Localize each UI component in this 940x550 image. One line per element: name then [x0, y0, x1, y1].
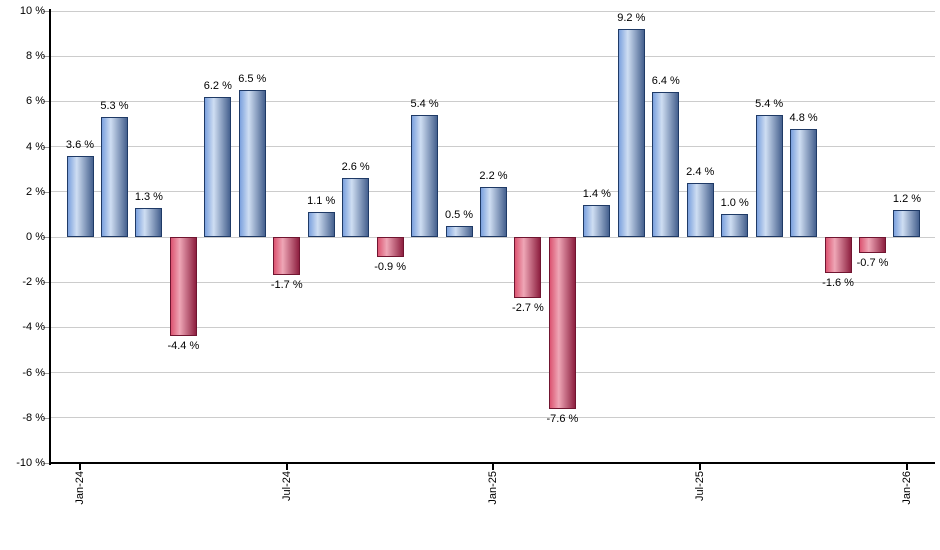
bar-month-17 [652, 92, 680, 237]
y-gridline [49, 326, 935, 328]
y-axis-tick [43, 146, 50, 148]
x-axis-tick-label: Jan-26 [900, 471, 913, 505]
y-axis-tick-label: 10 % [19, 5, 45, 17]
bar-month-13 [514, 237, 542, 299]
bar-month-22 [824, 237, 852, 274]
bar-month-5 [238, 90, 266, 237]
bar-value-label: 2.4 % [686, 165, 715, 178]
bar-value-label: 3.6 % [65, 138, 95, 151]
bar-month-19 [721, 214, 749, 237]
y-gridline [49, 55, 935, 57]
bar-month-3 [169, 237, 197, 337]
x-axis-tick-label: Jan-25 [487, 471, 500, 505]
bar-value-label: 6.4 % [651, 75, 680, 88]
bar-month-1 [100, 117, 128, 237]
bar-value-label: 6.5 % [238, 73, 267, 86]
y-axis-tick [43, 101, 50, 103]
bar-month-15 [583, 205, 611, 237]
bar-value-label: 5.4 % [755, 97, 784, 110]
y-axis-tick [43, 56, 50, 58]
y-axis-tick [43, 191, 50, 193]
y-axis-tick-label: 2 % [26, 185, 45, 198]
bar-month-23 [859, 237, 887, 253]
bar-value-label: 1.1 % [307, 195, 336, 208]
bar-value-label: 5.3 % [100, 100, 129, 113]
bar-month-21 [790, 128, 818, 237]
y-axis-tick-label: 4 % [26, 140, 45, 153]
y-gridline [49, 236, 935, 238]
bar-value-label: -0.9 % [374, 261, 406, 274]
bar-value-label: 1.0 % [720, 197, 749, 210]
bar-month-12 [479, 187, 507, 237]
bar-value-label: 5.4 % [410, 97, 439, 110]
bar-value-label: -7.6 % [546, 412, 579, 425]
y-axis-tick [43, 237, 50, 238]
bar-month-4 [204, 96, 232, 237]
bar-month-9 [376, 237, 404, 258]
bar-value-label: 1.3 % [134, 190, 163, 203]
x-axis-tick [492, 464, 495, 470]
bar-month-16 [617, 29, 645, 237]
bar-value-label: 1.2 % [892, 192, 922, 205]
x-axis-line [49, 462, 935, 464]
y-axis-tick [43, 282, 50, 284]
bar-month-6 [273, 237, 301, 276]
y-axis-tick-label: 8 % [26, 50, 45, 63]
y-gridline [49, 372, 935, 374]
y-gridline [49, 281, 935, 283]
bar-value-label: 1.4 % [582, 188, 611, 201]
y-axis-tick-label: -4 % [22, 321, 45, 334]
y-gridline [49, 100, 935, 102]
y-axis-tick-label: -6 % [22, 366, 45, 379]
bar-month-0 [66, 155, 94, 237]
bar-value-label: -4.4 % [167, 340, 200, 353]
x-axis-tick-label: Jul-25 [694, 471, 707, 501]
y-axis-tick-label: -2 % [22, 276, 45, 289]
y-gridline [49, 146, 935, 148]
y-axis-tick [43, 11, 50, 12]
bar-value-label: 9.2 % [617, 12, 646, 25]
y-axis-tick [43, 372, 50, 374]
y-axis-tick [43, 417, 50, 419]
bar-month-11 [445, 225, 473, 237]
bar-value-label: -2.7 % [512, 302, 544, 315]
bar-value-label: -1.7 % [270, 279, 303, 292]
bar-value-label: 2.6 % [341, 161, 370, 174]
y-axis-tick-label: 0 % [26, 231, 45, 243]
bar-month-18 [686, 182, 714, 237]
bar-month-7 [307, 212, 335, 237]
bar-month-24 [893, 209, 921, 237]
bar-value-label: 6.2 % [203, 79, 232, 92]
x-axis-tick [699, 464, 702, 470]
bar-month-8 [342, 178, 370, 237]
bar-value-label: -0.7 % [856, 256, 889, 269]
y-axis-tick-label: -10 % [16, 457, 45, 469]
bar-value-label: 2.2 % [479, 170, 508, 183]
x-axis-tick-label: Jul-24 [280, 471, 293, 501]
x-axis-tick [79, 464, 81, 470]
bar-month-10 [411, 114, 439, 237]
bar-month-20 [755, 114, 783, 237]
y-axis-line [49, 9, 51, 465]
x-axis-tick-label: Jan-24 [74, 471, 86, 505]
x-axis-tick [285, 464, 288, 470]
y-axis-tick [43, 327, 50, 329]
x-axis-tick [905, 464, 908, 470]
bar-value-label: 4.8 % [789, 111, 818, 124]
y-gridline [49, 417, 935, 419]
y-axis-tick-label: -8 % [22, 411, 45, 424]
y-axis-tick-label: 6 % [26, 95, 45, 108]
bar-month-2 [135, 207, 163, 237]
bar-value-label: -1.6 % [822, 277, 854, 290]
y-gridline [49, 10, 935, 12]
y-axis-tick [43, 463, 50, 464]
bar-value-label: 0.5 % [444, 208, 474, 221]
bar-month-14 [548, 237, 576, 409]
